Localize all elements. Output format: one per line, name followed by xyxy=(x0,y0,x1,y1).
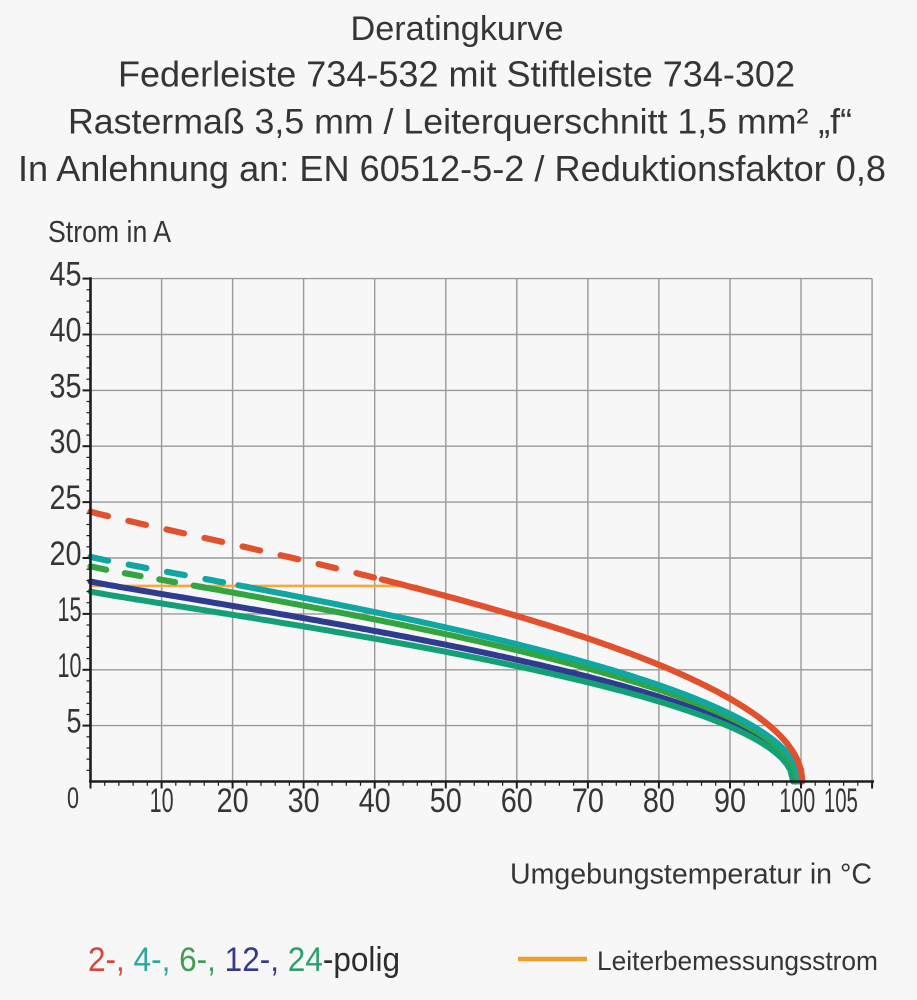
svg-text:20: 20 xyxy=(217,782,249,820)
svg-text:30: 30 xyxy=(288,782,320,820)
svg-text:60: 60 xyxy=(501,782,533,820)
svg-text:70: 70 xyxy=(572,782,604,820)
svg-text:35: 35 xyxy=(50,367,82,405)
svg-text:Umgebungstemperatur in °C: Umgebungstemperatur in °C xyxy=(510,859,872,891)
svg-text:30: 30 xyxy=(50,423,82,461)
svg-text:20: 20 xyxy=(50,535,82,573)
svg-text:Rastermaß 3,5 mm / Leiterquers: Rastermaß 3,5 mm / Leiterquerschnitt 1,5… xyxy=(68,102,852,142)
svg-text:Strom in A: Strom in A xyxy=(48,214,171,249)
svg-text:40: 40 xyxy=(359,782,391,820)
svg-text:10: 10 xyxy=(150,782,174,820)
svg-text:105: 105 xyxy=(824,782,858,820)
svg-text:80: 80 xyxy=(643,782,675,820)
svg-text:0: 0 xyxy=(67,782,79,815)
svg-text:In Anlehnung an: EN 60512-5-2: In Anlehnung an: EN 60512-5-2 / Reduktio… xyxy=(18,148,886,189)
svg-text:2-, 4-, 6-, 12-, 24-polig: 2-, 4-, 6-, 12-, 24-polig xyxy=(88,941,400,979)
svg-text:45: 45 xyxy=(50,256,82,294)
svg-text:5: 5 xyxy=(67,703,82,741)
svg-text:40: 40 xyxy=(50,312,82,350)
svg-text:Leiterbemessungsstrom: Leiterbemessungsstrom xyxy=(597,946,878,976)
svg-text:Deratingkurve: Deratingkurve xyxy=(351,10,564,48)
svg-text:15: 15 xyxy=(58,591,82,629)
svg-text:10: 10 xyxy=(58,647,82,685)
svg-text:50: 50 xyxy=(430,782,462,820)
svg-text:90: 90 xyxy=(714,782,746,820)
svg-text:100: 100 xyxy=(779,782,815,820)
svg-text:Federleiste 734-532 mit Stiftl: Federleiste 734-532 mit Stiftleiste 734-… xyxy=(118,54,795,95)
svg-text:25: 25 xyxy=(50,479,82,517)
